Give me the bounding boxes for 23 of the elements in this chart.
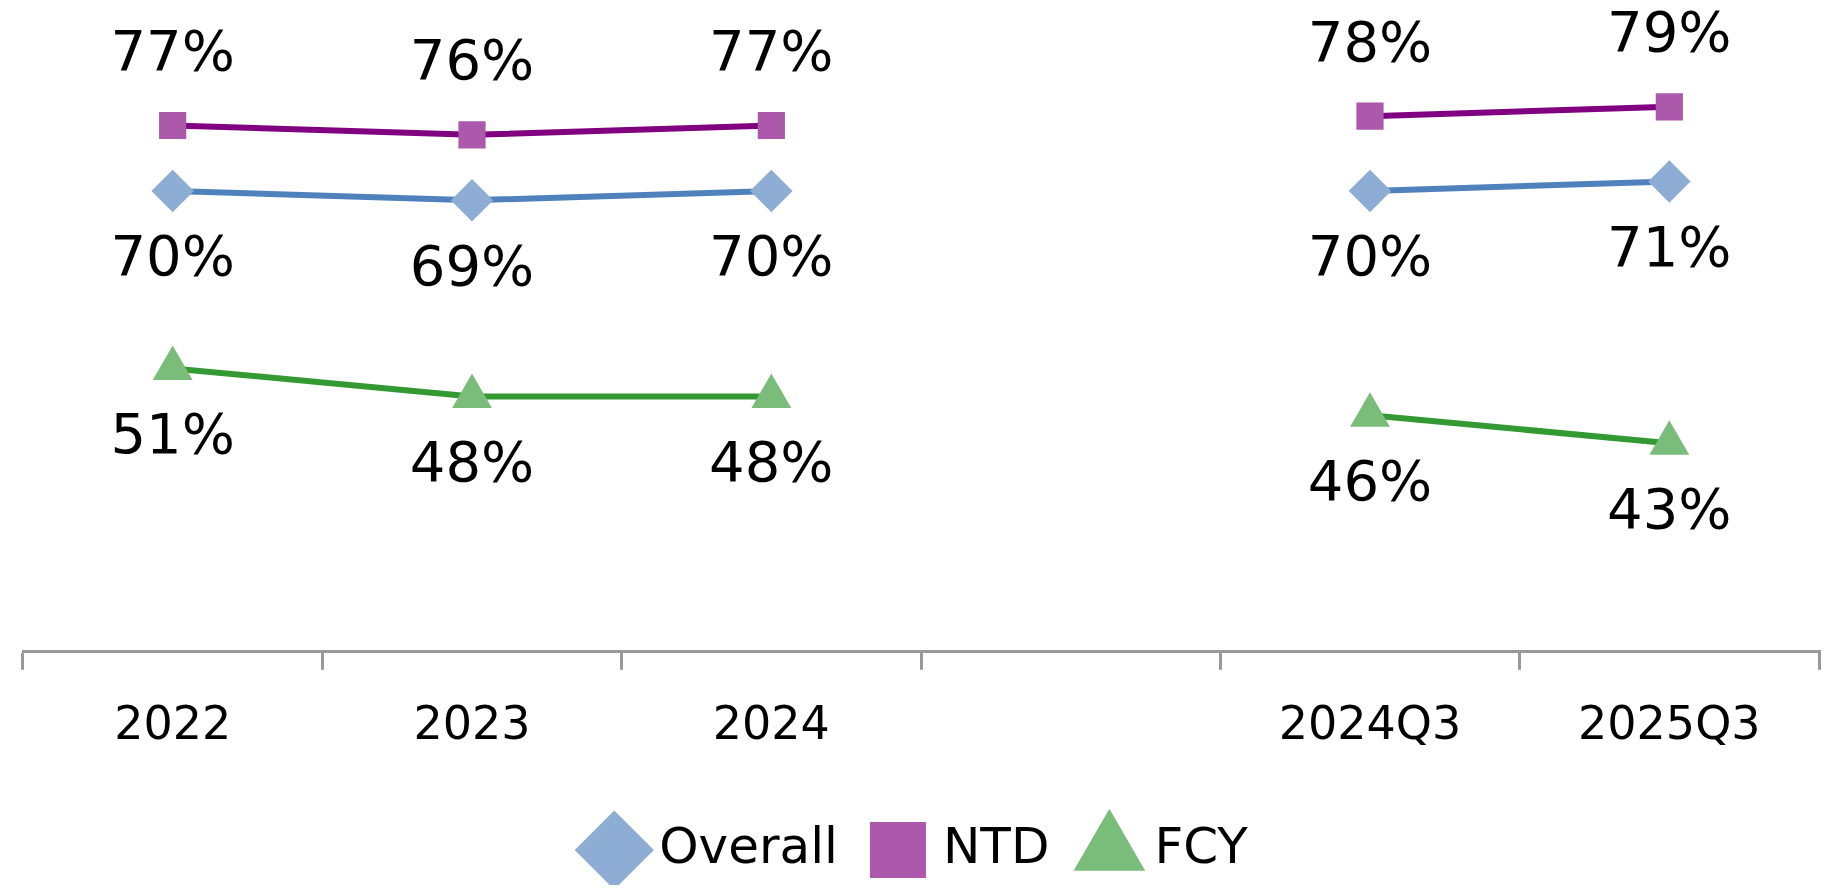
data-label: 77% (709, 18, 834, 84)
data-label: 43% (1607, 475, 1732, 541)
x-tick-label: 2025Q3 (1578, 696, 1761, 751)
legend-label: NTD (942, 816, 1050, 875)
data-label: 70% (110, 223, 235, 289)
legend-label: Overall (659, 816, 838, 875)
data-label: 69% (409, 232, 535, 298)
data-label: 78% (1307, 8, 1433, 74)
x-tick-label: 2023 (413, 696, 531, 751)
data-label: 76% (409, 27, 535, 93)
data-label: 71% (1607, 214, 1732, 280)
data-label: 48% (409, 429, 535, 495)
data-label: 46% (1307, 447, 1433, 513)
x-tick-label: 2024 (712, 696, 830, 751)
data-label: 70% (1307, 223, 1433, 289)
data-label: 77% (110, 18, 235, 84)
legend-label: FCY (1154, 816, 1249, 875)
x-tick-label: 2022 (114, 696, 232, 751)
data-label: 48% (709, 429, 834, 495)
data-label: 79% (1607, 0, 1732, 65)
x-tick-label: 2024Q3 (1278, 696, 1462, 751)
data-label: 51% (110, 401, 235, 467)
data-label: 70% (709, 223, 834, 289)
